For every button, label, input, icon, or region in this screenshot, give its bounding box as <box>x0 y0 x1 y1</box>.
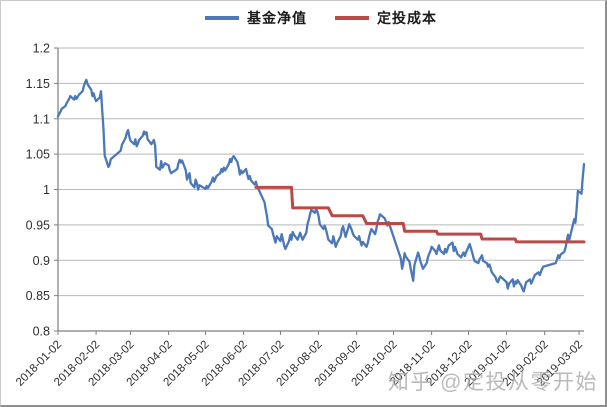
y-axis-tick-label: 0.8 <box>33 325 50 339</box>
fund-value-line <box>56 78 586 293</box>
legend-item-cost: 定投成本 <box>335 8 437 28</box>
legend-item-fund: 基金净值 <box>205 8 307 28</box>
invest-cost-line <box>254 185 586 244</box>
y-axis-tick-label: 1.15 <box>26 77 50 91</box>
y-axis-tick-label: 0.95 <box>26 218 50 232</box>
legend: 基金净值 定投成本 <box>58 8 584 28</box>
y-axis-tick-label: 1.05 <box>26 148 50 162</box>
legend-label-cost: 定投成本 <box>377 10 437 26</box>
y-axis-tick-label: 1 <box>43 183 50 197</box>
legend-label-fund: 基金净值 <box>247 10 307 26</box>
y-axis-tick-label: 1.1 <box>33 112 50 126</box>
y-axis-tick-label: 0.85 <box>26 289 50 303</box>
y-axis-tick-label: 0.9 <box>33 254 50 268</box>
cost-line-swatch <box>335 16 369 20</box>
fund-line-swatch <box>205 16 239 20</box>
y-axis-tick-label: 1.2 <box>33 42 50 56</box>
watermark: 知乎 @定投从零开始 <box>387 371 598 394</box>
